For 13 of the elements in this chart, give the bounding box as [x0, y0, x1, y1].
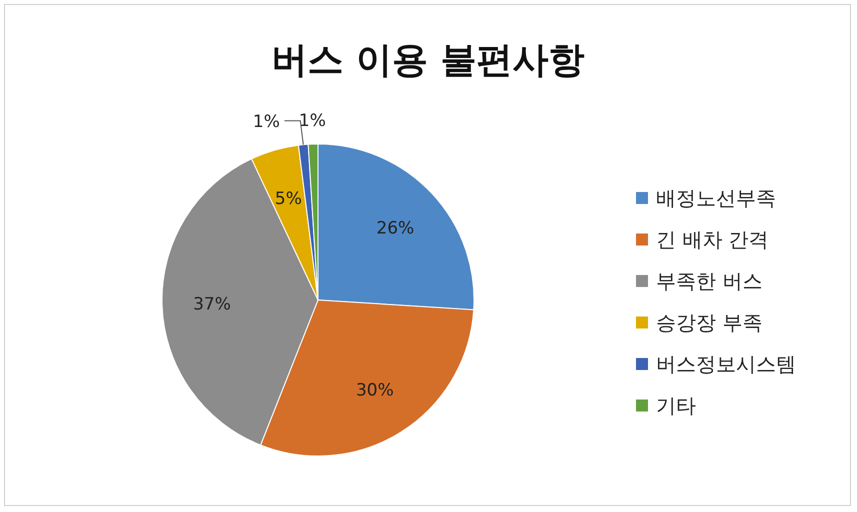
data-label: 5%	[274, 189, 302, 210]
data-label: 1%	[252, 112, 280, 132]
chart-title: 버스 이용 불편사항	[271, 40, 585, 81]
data-label: 37%	[193, 294, 231, 314]
legend-label: 배정노선부족	[656, 186, 776, 210]
legend-label: 버스정보시스템	[656, 352, 796, 376]
data-label: 30%	[356, 380, 394, 401]
legend-label: 기타	[656, 394, 696, 418]
data-label: 1%	[298, 111, 326, 132]
legend-label: 부족한 버스	[656, 269, 762, 293]
legend-label: 긴 배차 간격	[656, 228, 769, 252]
legend-label: 승강장 부족	[656, 310, 762, 334]
data-label: 26%	[376, 218, 414, 238]
